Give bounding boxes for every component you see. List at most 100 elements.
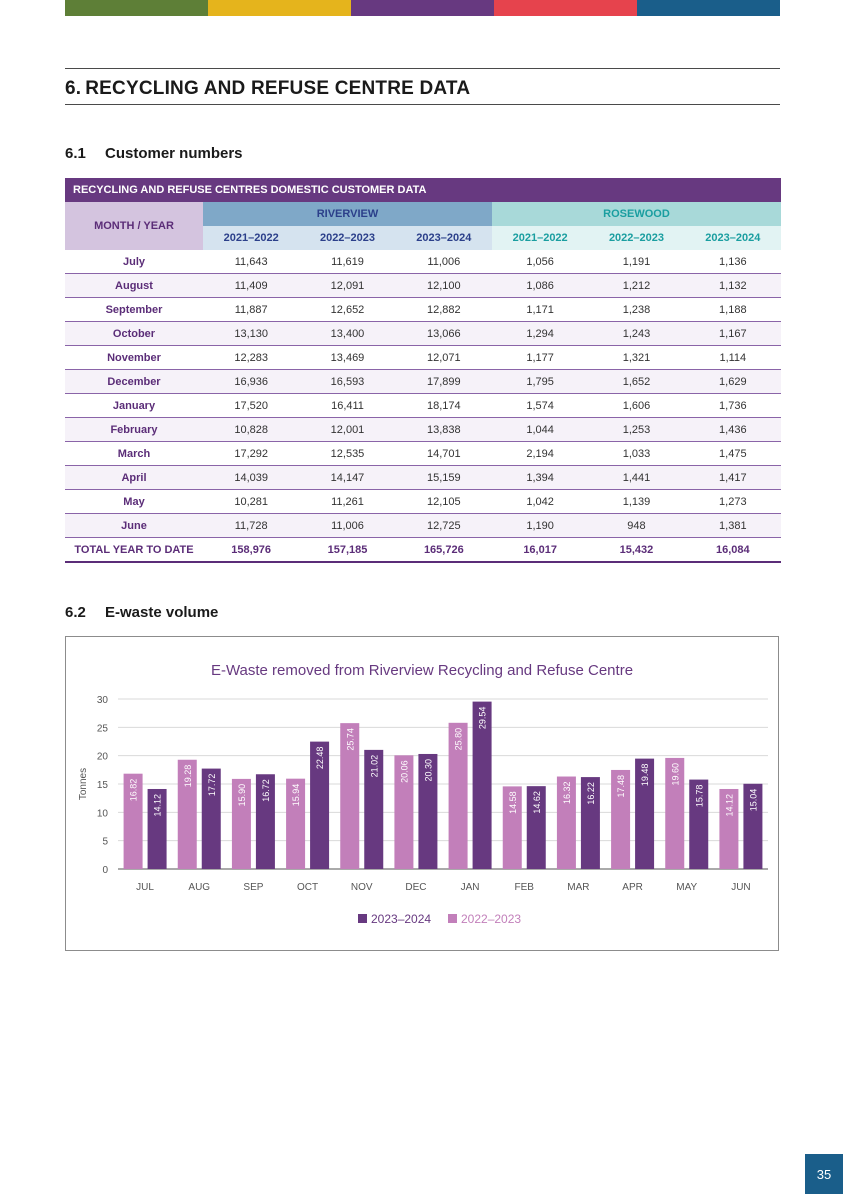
bar-2022-2023 [123, 773, 143, 869]
legend-swatch-2023-2024 [358, 914, 367, 923]
value-cell: 12,535 [299, 441, 396, 466]
bar-2023-2024 [526, 786, 546, 869]
y-tick-label: 30 [97, 695, 109, 706]
table-row: May 10,281 11,261 12,105 1,042 1,139 1,273 [65, 489, 781, 514]
month-cell: October [65, 321, 203, 346]
bar-2023-2024 [418, 753, 438, 869]
value-cell: 1,436 [684, 417, 781, 442]
value-cell: 1,381 [684, 513, 781, 538]
total-cell: 15,432 [588, 537, 685, 563]
table-row: August 11,409 12,091 12,100 1,086 1,212 1,132 [65, 273, 781, 298]
value-cell: 12,001 [299, 417, 396, 442]
month-cell: April [65, 465, 203, 490]
value-cell: 1,475 [684, 441, 781, 466]
bar-2022-2023 [719, 788, 739, 869]
y-tick-label: 25 [97, 723, 109, 734]
bar-2023-2024 [689, 779, 709, 869]
value-cell: 1,321 [588, 345, 685, 370]
value-cell: 13,066 [395, 321, 492, 346]
value-cell: 1,394 [491, 465, 589, 490]
value-cell: 1,132 [684, 273, 781, 298]
value-cell: 1,253 [588, 417, 685, 442]
bar-2023-2024 [201, 768, 221, 869]
data-label: 16.22 [586, 782, 596, 805]
legend-label-2022-2023: 2022–2023 [461, 912, 521, 926]
value-cell: 16,411 [299, 393, 396, 418]
data-label: 15.78 [694, 785, 704, 808]
month-cell: December [65, 369, 203, 394]
year-header: 2021–2022 [203, 226, 300, 250]
x-tick-label: FEB [515, 882, 535, 893]
riverview-header: RIVERVIEW [203, 202, 492, 226]
section-rule-bottom [65, 104, 780, 105]
table-row: February 10,828 12,001 13,838 1,044 1,253 1,43… [65, 417, 781, 442]
y-tick-label: 20 [97, 752, 109, 763]
ewaste-chart: E-Waste removed from Riverview Recycling… [65, 636, 779, 951]
x-tick-label: OCT [297, 882, 318, 893]
subsection-number: 6.2 [65, 604, 86, 621]
value-cell: 1,177 [491, 345, 589, 370]
value-cell: 14,147 [299, 465, 396, 490]
total-row: TOTAL YEAR TO DATE 158,976 157,185 165,7… [65, 537, 781, 563]
value-cell: 1,212 [588, 273, 685, 298]
data-label: 25.80 [454, 728, 464, 751]
bar-2022-2023 [448, 722, 468, 869]
data-label: 16.32 [562, 782, 572, 805]
table-row: June 11,728 11,006 12,725 1,190 948 1,381 [65, 513, 781, 538]
total-label: TOTAL YEAR TO DATE [65, 537, 203, 563]
y-axis-label: Tonnes [78, 768, 89, 800]
value-cell: 12,725 [395, 513, 492, 538]
value-cell: 12,071 [395, 345, 492, 370]
value-cell: 948 [588, 513, 685, 538]
data-label: 25.74 [345, 728, 355, 751]
value-cell: 1,736 [684, 393, 781, 418]
page-number: 35 [805, 1154, 843, 1194]
value-cell: 1,191 [588, 250, 685, 274]
color-bar-segment [351, 0, 494, 16]
value-cell: 17,292 [203, 441, 300, 466]
value-cell: 17,899 [395, 369, 492, 394]
table-row: October 13,130 13,400 13,066 1,294 1,243 1,167 [65, 321, 781, 346]
bar-2023-2024 [472, 701, 492, 869]
value-cell: 12,652 [299, 297, 396, 322]
month-cell: June [65, 513, 203, 538]
month-cell: August [65, 273, 203, 298]
value-cell: 1,190 [491, 513, 589, 538]
data-label: 17.48 [616, 775, 626, 798]
value-cell: 10,281 [203, 489, 300, 514]
value-cell: 13,400 [299, 321, 396, 346]
section-title-text: RECYCLING AND REFUSE CENTRE DATA [85, 78, 471, 99]
y-tick-label: 10 [97, 808, 109, 819]
x-tick-label: DEC [405, 882, 426, 893]
subsection-title: Customer numbers [105, 145, 243, 162]
table-row: November 12,283 13,469 12,071 1,177 1,321 1,11… [65, 345, 781, 370]
year-header: 2023–2024 [395, 226, 492, 250]
bar-2022-2023 [231, 778, 251, 869]
data-label: 19.60 [670, 763, 680, 786]
value-cell: 12,091 [299, 273, 396, 298]
value-cell: 1,042 [491, 489, 589, 514]
value-cell: 1,139 [588, 489, 685, 514]
data-label: 16.72 [261, 779, 271, 802]
value-cell: 1,033 [588, 441, 685, 466]
total-cell: 158,976 [203, 537, 300, 563]
value-cell: 11,728 [203, 513, 300, 538]
bar-2022-2023 [286, 778, 306, 869]
bar-2023-2024 [255, 774, 275, 869]
month-cell: May [65, 489, 203, 514]
bar-2023-2024 [635, 758, 655, 869]
value-cell: 1,243 [588, 321, 685, 346]
data-label: 19.48 [640, 764, 650, 787]
month-cell: September [65, 297, 203, 322]
value-cell: 11,643 [203, 250, 300, 274]
bar-2022-2023 [556, 776, 576, 869]
value-cell: 11,006 [299, 513, 396, 538]
value-cell: 14,039 [203, 465, 300, 490]
x-tick-label: SEP [243, 882, 263, 893]
value-cell: 1,652 [588, 369, 685, 394]
value-cell: 1,417 [684, 465, 781, 490]
value-cell: 11,409 [203, 273, 300, 298]
value-cell: 11,619 [299, 250, 396, 274]
data-label: 22.48 [315, 747, 325, 770]
value-cell: 17,520 [203, 393, 300, 418]
